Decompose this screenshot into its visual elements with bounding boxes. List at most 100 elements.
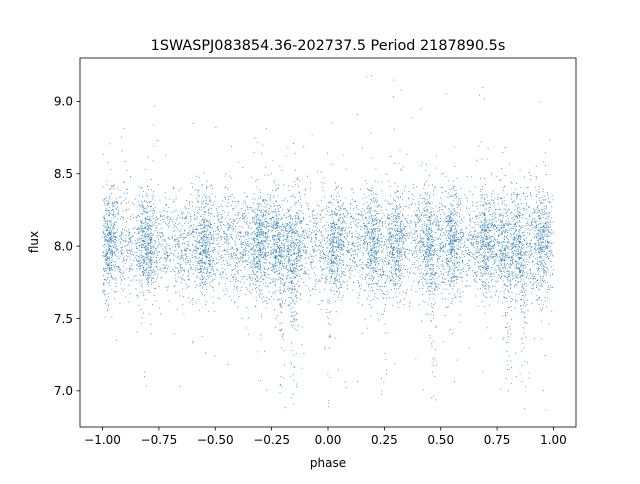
data-point	[480, 220, 482, 222]
data-point	[343, 243, 345, 245]
data-point	[241, 226, 243, 228]
data-point	[512, 252, 514, 255]
data-point	[546, 212, 548, 214]
data-point	[368, 220, 370, 222]
data-point	[501, 242, 503, 244]
data-point	[290, 277, 292, 279]
data-point	[270, 230, 272, 232]
data-point	[452, 235, 454, 237]
data-point	[394, 128, 396, 130]
data-point	[210, 259, 212, 261]
data-point	[542, 198, 544, 200]
data-point	[246, 205, 248, 207]
data-point	[288, 269, 290, 271]
data-point	[267, 223, 269, 225]
data-point	[456, 266, 458, 269]
data-point	[369, 211, 371, 213]
data-point	[176, 308, 178, 310]
data-point	[328, 252, 330, 254]
data-point	[283, 283, 285, 285]
data-point	[428, 175, 430, 177]
data-point	[290, 247, 292, 249]
data-point	[432, 249, 434, 251]
data-point	[106, 222, 108, 224]
data-point	[515, 231, 517, 233]
data-point	[301, 257, 303, 259]
data-point	[257, 206, 260, 208]
data-point	[161, 233, 163, 235]
data-point	[482, 242, 484, 245]
data-point	[152, 252, 154, 254]
data-point	[125, 249, 127, 251]
data-point	[510, 264, 512, 266]
data-point	[275, 243, 277, 245]
data-point	[428, 250, 430, 252]
data-point	[252, 263, 254, 265]
data-point	[508, 355, 510, 357]
data-point	[154, 222, 156, 224]
data-point	[348, 270, 350, 272]
chart-title: 1SWASPJ083854.36-202737.5 Period 2187890…	[151, 38, 506, 54]
data-point	[543, 249, 545, 251]
data-point	[258, 294, 260, 296]
data-point	[492, 263, 494, 266]
data-point	[537, 299, 539, 301]
data-point	[287, 256, 289, 258]
data-point	[229, 280, 232, 283]
data-point	[248, 227, 250, 229]
data-point	[219, 273, 221, 275]
data-point	[238, 212, 240, 214]
data-point	[160, 232, 162, 234]
data-point	[264, 249, 267, 251]
data-point	[205, 225, 207, 227]
data-point	[195, 285, 197, 287]
data-point	[274, 249, 276, 251]
data-point	[381, 217, 383, 219]
data-point	[539, 247, 541, 249]
data-point	[400, 168, 402, 170]
data-point	[463, 267, 465, 269]
data-point	[321, 182, 323, 184]
data-point	[397, 190, 399, 192]
data-point	[469, 285, 471, 287]
data-point	[429, 222, 431, 224]
data-point	[149, 220, 151, 222]
data-point	[535, 189, 537, 191]
data-point	[520, 263, 523, 266]
data-point	[550, 285, 552, 287]
data-point	[107, 224, 109, 227]
data-point	[454, 214, 456, 216]
data-point	[296, 221, 298, 223]
data-point	[399, 263, 401, 265]
data-point	[484, 233, 486, 235]
data-point	[481, 193, 483, 196]
data-point	[428, 212, 430, 214]
data-point	[304, 267, 306, 269]
data-point	[334, 188, 336, 190]
data-point	[228, 223, 230, 225]
data-point	[258, 220, 260, 222]
data-point	[504, 236, 506, 238]
data-point	[543, 206, 545, 208]
data-point	[511, 259, 513, 261]
data-point	[321, 216, 324, 218]
data-point	[285, 278, 288, 280]
data-point	[264, 236, 266, 239]
data-point	[337, 227, 339, 229]
data-point	[549, 235, 551, 237]
data-point	[158, 286, 160, 288]
data-point	[186, 216, 188, 218]
data-point	[402, 291, 404, 293]
data-point	[238, 258, 240, 260]
data-point	[398, 271, 400, 273]
data-point	[542, 238, 544, 241]
data-point	[535, 227, 537, 229]
data-point	[536, 286, 538, 288]
data-point	[513, 237, 515, 239]
data-point	[252, 253, 254, 255]
data-point	[262, 225, 264, 227]
data-point	[519, 252, 521, 255]
data-point	[477, 305, 479, 307]
data-point	[294, 328, 296, 330]
